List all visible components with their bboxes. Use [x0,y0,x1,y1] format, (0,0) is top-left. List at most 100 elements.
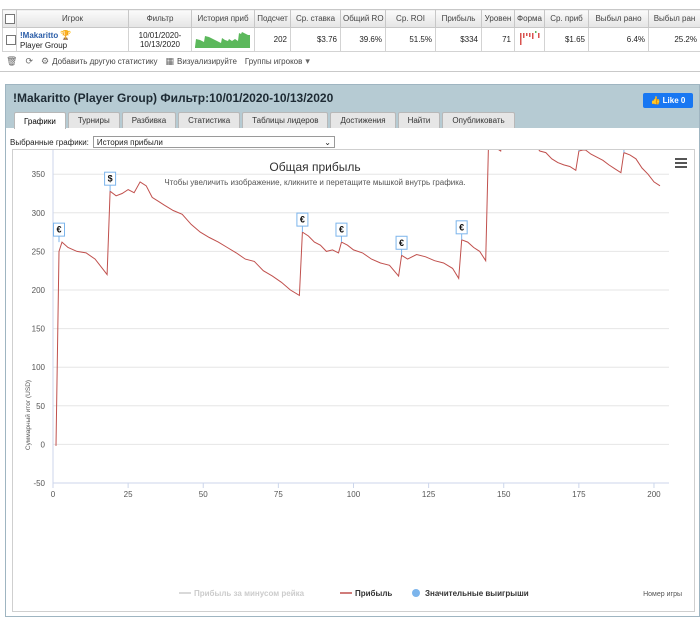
filter-cell: 10/01/2020- 10/13/2020 [128,27,192,52]
tab-leaderboards[interactable]: Таблицы лидеров [242,112,329,128]
tab-breakdown[interactable]: Разбивка [121,112,177,128]
chevron-down-icon: ⌄ [324,137,331,147]
add-stats-button[interactable]: ⚙ Добавить другую статистику [40,55,158,66]
chart-subtitle: Чтобы увеличить изображение, кликните и … [164,178,465,187]
y-tick-label: 200 [32,286,46,295]
tab-publish[interactable]: Опубликовать [442,112,515,128]
history-sparkline-cell[interactable] [191,27,255,52]
avg-roi-cell: 51.5% [385,27,436,52]
level-cell: 71 [481,27,515,52]
tab-find[interactable]: Найти [397,112,441,128]
legend-item-profit-net-rake[interactable]: Прибыль за минусом рейка [194,589,305,598]
refresh-icon[interactable]: ⟳ [25,55,33,66]
table-row: !Makaritto 🏆 Player Group 10/01/2020- 10/… [2,27,700,52]
big-win-label: € [57,225,62,235]
player-panel: !Makaritto (Player Group) Фильтр:10/01/2… [5,84,700,617]
stats-table: Игрок Фильтр История приб Подсчет Ср. ст… [2,9,700,52]
y-axis-title: Суммарный итог (USD) [24,380,32,450]
panel-tabs: Графики Турниры Разбивка Статистика Табл… [14,112,515,129]
count-cell: 202 [254,27,291,52]
avg-stake-cell: $3.76 [290,27,341,52]
form-chart [519,30,539,45]
y-tick-label: 50 [36,402,45,411]
thumbs-up-icon: 👍 [650,96,661,105]
row-checkbox[interactable] [6,34,16,45]
row-checkbox-cell[interactable] [2,27,17,52]
selected-charts-label: Выбранные графики: [10,137,89,147]
x-axis-title: Номер игры [643,591,682,598]
big-win-label: $ [108,174,113,184]
y-tick-label: 250 [32,247,46,256]
trash-icon[interactable]: 🗑 [6,55,18,66]
col-header-avg-profit[interactable]: Ср. приб [544,9,589,28]
tab-charts[interactable]: Графики [14,112,66,129]
select-all-header[interactable] [2,9,17,28]
trophy-icon: 🏆 [60,29,72,40]
visualize-button[interactable]: ▦ Визуализируйте [165,55,237,66]
col-header-avg-stake[interactable]: Ср. ставка [290,9,341,28]
big-win-label: € [459,222,464,232]
stats-toolbar: 🗑 ⟳ ⚙ Добавить другую статистику ▦ Визуали… [6,55,310,67]
big-win-marker[interactable]: € [455,220,468,240]
col-header-form[interactable]: Форма [514,9,545,28]
y-tick-label: 100 [32,363,46,372]
big-win-marker[interactable]: € [335,222,348,243]
x-tick-label: 100 [347,490,361,499]
profit-cell: $334 [435,27,482,52]
selected-charts-select[interactable]: История прибыли ⌄ [92,136,335,148]
x-tick-label: 200 [647,490,661,499]
stats-panel: Игрок Фильтр История приб Подсчет Ср. ст… [0,0,700,72]
tab-statistics[interactable]: Статистика [178,112,241,128]
tab-tournaments[interactable]: Турниры [67,112,120,128]
y-tick-label: 350 [32,170,46,179]
total-roi-cell: 39.6% [340,27,386,52]
legend-big-wins-symbol [412,589,420,597]
big-win-label: € [300,215,305,225]
x-tick-label: 50 [199,490,208,499]
panel-header: !Makaritto (Player Group) Фильтр:10/01/2… [6,85,699,129]
series-line-profit[interactable] [55,127,661,446]
col-header-player[interactable]: Игрок [16,9,129,28]
col-header-avg-roi[interactable]: Ср. ROI [385,9,436,28]
select-all-checkbox[interactable] [5,13,15,24]
chart-menu-icon[interactable] [675,158,687,168]
x-tick-label: 0 [51,490,56,499]
big-win-marker[interactable]: € [395,235,408,256]
y-tick-label: -50 [33,479,45,488]
big-win-marker[interactable]: € [617,133,630,153]
player-link[interactable]: !Makaritto [20,30,59,40]
facebook-like-button[interactable]: 👍 Like 0 [643,93,693,108]
profit-chart-container[interactable]: Общая прибыль Чтобы увеличить изображени… [12,93,695,612]
legend-item-big-wins[interactable]: Значительные выигрыши [425,589,529,598]
x-tick-label: 75 [274,490,283,499]
col-header-early-out-2[interactable]: Выбыл ран [648,9,700,28]
selected-charts-row: Выбранные графики: История прибыли ⌄ [10,136,335,148]
x-tick-label: 150 [497,490,511,499]
x-tick-label: 25 [124,490,133,499]
col-header-count[interactable]: Подсчет [254,9,291,28]
col-header-level[interactable]: Уровен [481,9,515,28]
big-win-label: € [399,238,404,248]
col-header-filter[interactable]: Фильтр [128,9,192,28]
big-win-marker[interactable]: € [296,212,309,233]
form-cell [514,27,545,52]
col-header-history[interactable]: История приб [191,9,255,28]
tab-achievements[interactable]: Достижения [330,112,396,128]
early-out-2-cell: 25.2% [648,27,700,52]
chart-legend: Прибыль за минусом рейка Прибыль Значите… [179,589,529,598]
col-header-early-out-1[interactable]: Выбыл рано [588,9,649,28]
player-group: Player Group [20,40,68,50]
filter-to: 10/13/2020 [139,39,181,49]
chart-icon: ▦ [165,55,175,66]
col-header-total-roi[interactable]: Общий RO [340,9,386,28]
big-win-label: € [339,225,344,235]
big-win-marker[interactable]: $ [104,171,117,192]
profit-sparkline [195,31,250,48]
big-win-marker[interactable]: € [53,222,66,243]
col-header-profit[interactable]: Прибыль [435,9,482,28]
panel-title: !Makaritto (Player Group) Фильтр:10/01/2… [13,91,334,105]
y-tick-label: 0 [41,440,46,449]
player-groups-dropdown[interactable]: Группы игроков ▾ [244,55,310,66]
avg-profit-cell: $1.65 [544,27,589,52]
legend-item-profit[interactable]: Прибыль [355,589,392,598]
